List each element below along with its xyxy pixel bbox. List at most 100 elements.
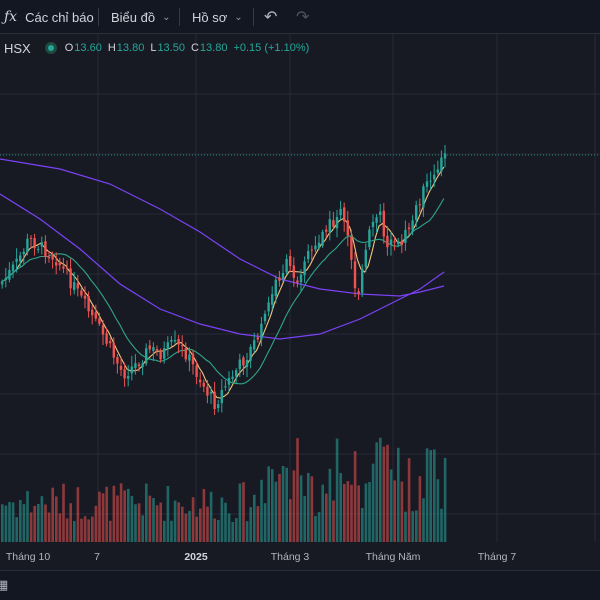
candle-body — [389, 239, 393, 245]
x-tick-label: Tháng 10 — [5, 551, 51, 563]
volume-bar — [191, 497, 195, 542]
candle-body — [73, 282, 76, 290]
volume-bar — [202, 488, 206, 542]
volume-bar — [33, 505, 36, 542]
candle-body — [443, 153, 447, 159]
candle-body — [191, 353, 195, 365]
volume-bar — [80, 518, 83, 542]
candle-body — [37, 249, 40, 251]
ma-mid-line — [0, 198, 445, 385]
candle-body — [206, 386, 209, 396]
volume-bar — [433, 449, 436, 542]
volume-bar — [267, 466, 270, 542]
candle-body — [181, 345, 184, 347]
candle-body — [51, 255, 54, 260]
volume-bar — [69, 503, 72, 542]
chevron-down-icon: ⌄ — [162, 11, 171, 23]
candle-body — [19, 255, 22, 262]
candle-body — [400, 241, 403, 245]
market-status-icon — [44, 42, 57, 54]
price-chart[interactable] — [0, 34, 600, 570]
volume-bar — [134, 504, 137, 542]
candle-body — [213, 391, 216, 410]
candle-body — [436, 169, 439, 173]
volume-bar — [19, 499, 22, 542]
candle-body — [314, 245, 317, 250]
candle-body — [245, 359, 249, 367]
candle-body — [1, 282, 4, 285]
volume-bar — [101, 493, 105, 542]
volume-bar — [130, 495, 134, 542]
time-axis[interactable]: Tháng 10 7 2025 Tháng 3 Tháng Năm Tháng … — [0, 545, 600, 569]
volume-bar — [368, 482, 371, 542]
close-key: C — [190, 42, 199, 54]
volume-bar — [73, 521, 76, 542]
volume-bar — [299, 475, 303, 542]
candle-body — [220, 390, 223, 404]
candle-body — [253, 340, 256, 350]
candle-body — [382, 210, 385, 237]
candle-body — [163, 348, 166, 359]
candle-body — [278, 277, 281, 281]
calendar-icon[interactable]: ▦ — [0, 577, 9, 592]
volume-bar — [213, 518, 216, 542]
volume-bar — [91, 516, 94, 542]
candle-body — [242, 357, 245, 366]
volume-bar — [37, 503, 40, 542]
candle-body — [267, 302, 270, 312]
ma-long-line — [0, 158, 445, 297]
volume-bar — [325, 493, 328, 542]
volume-bar — [289, 499, 292, 542]
volume-bar — [105, 486, 108, 542]
candle-body — [130, 366, 133, 374]
volume-bar — [195, 516, 198, 542]
volume-bar — [238, 483, 242, 542]
volume-bar — [40, 496, 44, 542]
volume-bar — [278, 474, 281, 542]
volume-bar — [123, 490, 126, 542]
volume-bar — [245, 521, 249, 542]
volume-bar — [271, 469, 274, 542]
x-tick-label: 7 — [94, 551, 100, 563]
volume-bar — [321, 484, 324, 542]
candle-body — [292, 265, 295, 278]
candle-body — [116, 357, 119, 364]
volume-bar — [386, 444, 389, 542]
candle-body — [256, 337, 259, 340]
candle-body — [91, 309, 94, 316]
candle-body — [296, 280, 299, 283]
chart-type-button[interactable]: Biểu đồ ⌄ — [111, 0, 170, 34]
volume-bar — [407, 458, 411, 542]
candle-body — [184, 348, 187, 360]
volume-bar — [260, 479, 263, 542]
volume-bar — [357, 485, 360, 542]
volume-bar — [173, 500, 177, 542]
candle-body — [8, 270, 11, 280]
open-value: 13.60 — [74, 42, 102, 54]
undo-button[interactable]: ↶ — [264, 0, 277, 34]
volume-bar — [76, 487, 80, 542]
candle-body — [411, 220, 414, 231]
toolbar-divider — [98, 8, 99, 26]
candle-body — [415, 205, 418, 220]
candle-body — [231, 376, 234, 379]
volume-bar — [1, 504, 4, 542]
volume-bar — [152, 498, 155, 542]
volume-bar — [418, 476, 422, 542]
candle-body — [170, 339, 173, 342]
volume-bar — [328, 468, 332, 542]
indicators-button[interactable]: ƒx Các chỉ báo — [4, 0, 94, 34]
redo-button[interactable]: ↷ — [296, 0, 309, 34]
candle-body — [227, 377, 231, 385]
volume-bar — [58, 513, 62, 542]
volume-bar — [317, 512, 321, 542]
candle-body — [285, 258, 288, 273]
profile-button[interactable]: Hồ sơ ⌄ — [192, 0, 243, 34]
candle-body — [145, 348, 148, 364]
symbol-label[interactable]: HSX — [4, 40, 31, 56]
candle-body — [217, 404, 220, 409]
candle-body — [339, 208, 342, 216]
volume-bar — [415, 510, 418, 542]
undo-icon: ↶ — [264, 9, 278, 26]
candle-body — [418, 204, 421, 206]
